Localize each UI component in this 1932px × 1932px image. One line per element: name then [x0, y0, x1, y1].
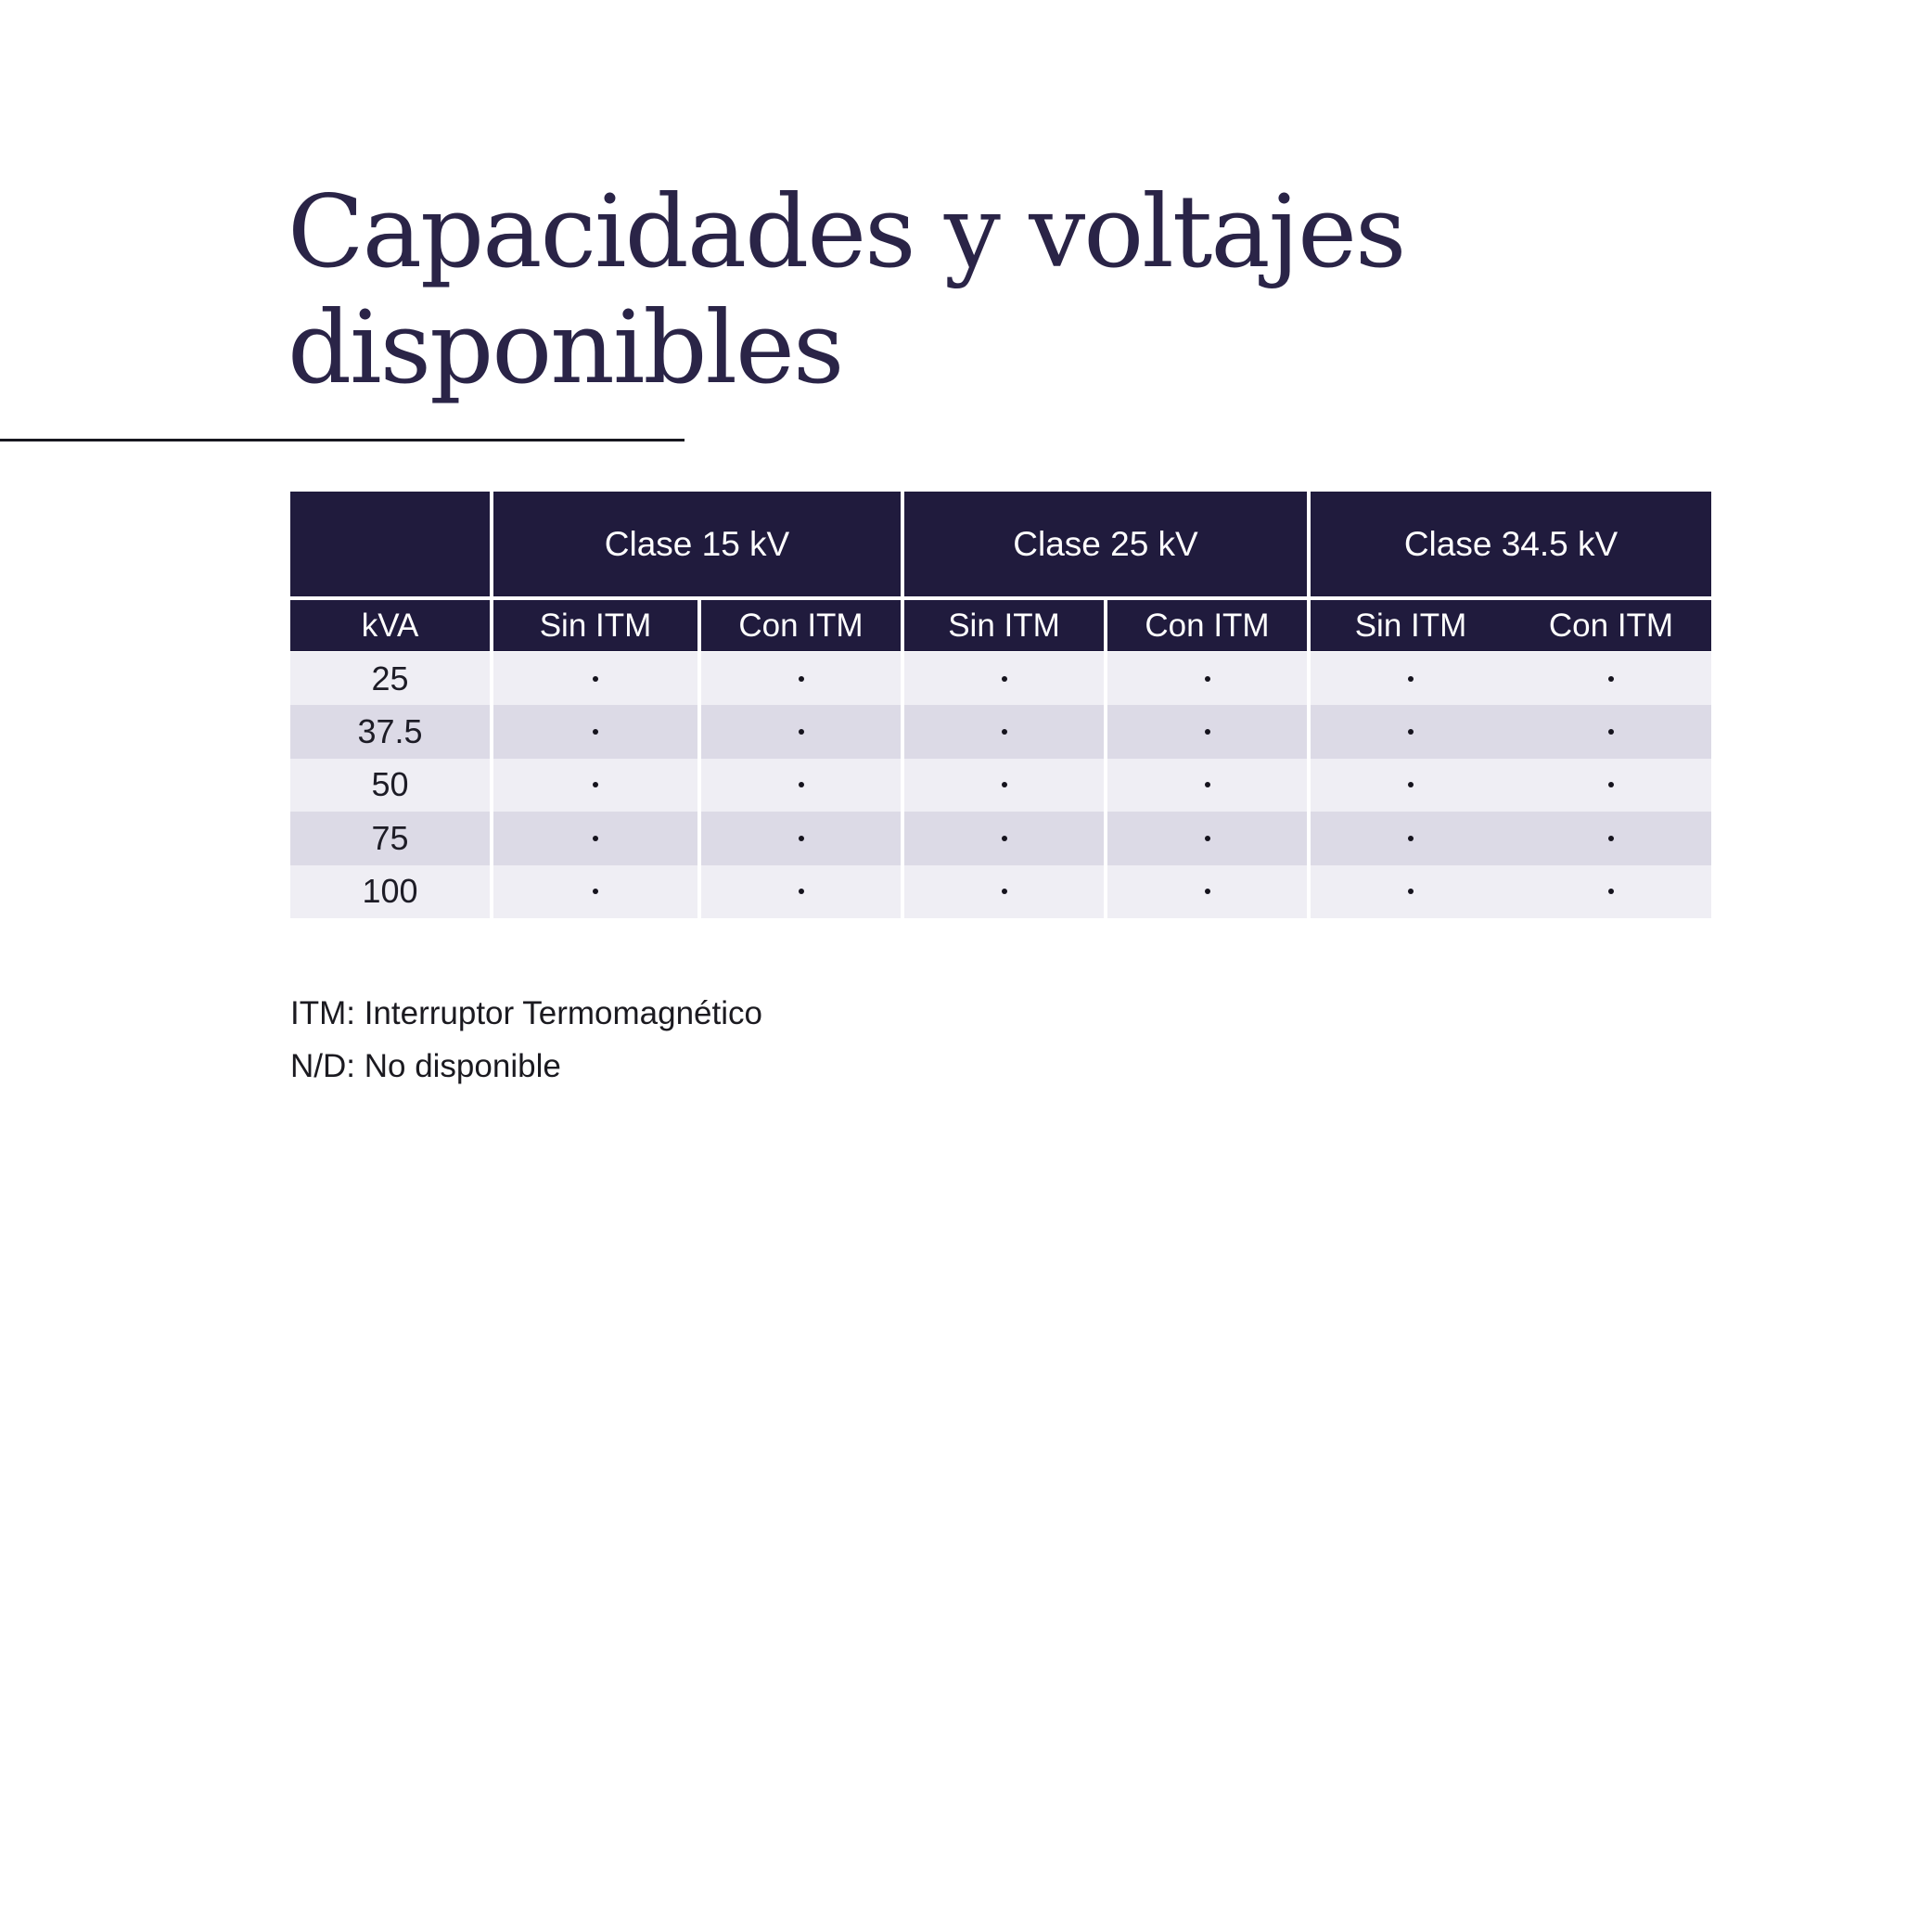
- available-dot-icon: [1204, 675, 1210, 682]
- availability-cell: [904, 705, 1104, 759]
- page-title-line1: Capacidades y voltajes: [288, 174, 1406, 290]
- availability-sin-itm-34-5kv: [1311, 782, 1511, 788]
- available-dot-icon: [1204, 782, 1210, 788]
- page-title: Capacidades y voltajes disponibles: [288, 174, 1406, 407]
- available-dot-icon: [593, 675, 598, 682]
- availability-cell-34-5kv: [1311, 758, 1711, 812]
- column-header-group-34-5kv: Sin ITM Con ITM: [1311, 600, 1711, 652]
- available-dot-icon: [1408, 835, 1414, 841]
- availability-cell-34-5kv: [1311, 705, 1711, 759]
- availability-cell-34-5kv: [1311, 864, 1711, 918]
- available-dot-icon: [593, 729, 598, 736]
- table-row: 50: [290, 758, 1711, 812]
- available-dot-icon: [1608, 782, 1614, 788]
- availability-cell: [701, 652, 901, 706]
- availability-sin-itm-34-5kv: [1311, 835, 1511, 841]
- table-group-header-row: Clase 15 kV Clase 25 kV Clase 34.5 kV: [290, 492, 1711, 600]
- column-header-sin-itm-34-5kv: Sin ITM: [1354, 607, 1467, 644]
- table-subheader-row: kVA Sin ITM Con ITM Sin ITM Con ITM Sin …: [290, 600, 1711, 652]
- available-dot-icon: [593, 782, 598, 788]
- column-header-sin-itm-25kv: Sin ITM: [904, 600, 1104, 652]
- kva-value: 50: [290, 758, 490, 812]
- availability-cell: [701, 758, 901, 812]
- availability-con-itm-34-5kv: [1511, 835, 1711, 841]
- table-row: 75: [290, 812, 1711, 865]
- group-header-clase-15kv: Clase 15 kV: [493, 492, 901, 600]
- available-dot-icon: [1001, 675, 1007, 682]
- available-dot-icon: [798, 782, 804, 788]
- table-row: 100: [290, 864, 1711, 918]
- available-dot-icon: [1408, 729, 1414, 736]
- title-underline: [0, 439, 685, 441]
- column-header-kva: kVA: [290, 600, 490, 652]
- availability-cell: [904, 758, 1104, 812]
- availability-cell: [701, 864, 901, 918]
- available-dot-icon: [1408, 782, 1414, 788]
- availability-cell: [493, 812, 697, 865]
- table-row: 37.5: [290, 705, 1711, 759]
- available-dot-icon: [798, 889, 804, 895]
- available-dot-icon: [1608, 835, 1614, 841]
- availability-cell: [493, 652, 697, 706]
- availability-con-itm-34-5kv: [1511, 729, 1711, 736]
- kva-value: 25: [290, 652, 490, 706]
- table-row: 25: [290, 652, 1711, 706]
- available-dot-icon: [1408, 675, 1414, 682]
- availability-cell: [493, 758, 697, 812]
- group-header-clase-25kv: Clase 25 kV: [904, 492, 1307, 600]
- available-dot-icon: [1608, 675, 1614, 682]
- availability-con-itm-34-5kv: [1511, 782, 1711, 788]
- kva-value: 75: [290, 812, 490, 865]
- availability-cell: [701, 705, 901, 759]
- availability-sin-itm-34-5kv: [1311, 729, 1511, 736]
- kva-value: 37.5: [290, 705, 490, 759]
- column-header-con-itm-25kv: Con ITM: [1107, 600, 1307, 652]
- available-dot-icon: [1608, 889, 1614, 895]
- table-corner-cell: [290, 492, 490, 600]
- available-dot-icon: [1204, 889, 1210, 895]
- footnotes: ITM: Interruptor Termomagnético N/D: No …: [290, 987, 762, 1093]
- available-dot-icon: [1001, 835, 1007, 841]
- availability-cell: [904, 864, 1104, 918]
- availability-cell: [1107, 864, 1307, 918]
- footnote-itm: ITM: Interruptor Termomagnético: [290, 995, 762, 1031]
- kva-value: 100: [290, 864, 490, 918]
- available-dot-icon: [1001, 889, 1007, 895]
- footnote-nd: N/D: No disponible: [290, 1048, 561, 1085]
- available-dot-icon: [1608, 729, 1614, 736]
- available-dot-icon: [1204, 729, 1210, 736]
- table-body: 25 37.5 50 75 100: [290, 652, 1711, 918]
- availability-con-itm-34-5kv: [1511, 675, 1711, 682]
- capacity-table: Clase 15 kV Clase 25 kV Clase 34.5 kV kV…: [290, 492, 1711, 918]
- available-dot-icon: [798, 835, 804, 841]
- available-dot-icon: [593, 889, 598, 895]
- available-dot-icon: [1408, 889, 1414, 895]
- page-title-line2: disponibles: [288, 290, 844, 407]
- column-header-con-itm-15kv: Con ITM: [701, 600, 901, 652]
- availability-cell-34-5kv: [1311, 652, 1711, 706]
- column-header-sin-itm-15kv: Sin ITM: [493, 600, 697, 652]
- available-dot-icon: [1204, 835, 1210, 841]
- column-header-con-itm-34-5kv: Con ITM: [1548, 607, 1674, 644]
- availability-con-itm-34-5kv: [1511, 889, 1711, 895]
- availability-cell: [1107, 812, 1307, 865]
- available-dot-icon: [1001, 729, 1007, 736]
- availability-cell: [701, 812, 901, 865]
- availability-cell: [904, 812, 1104, 865]
- available-dot-icon: [798, 675, 804, 682]
- availability-cell-34-5kv: [1311, 812, 1711, 865]
- availability-cell: [904, 652, 1104, 706]
- availability-cell: [1107, 758, 1307, 812]
- availability-cell: [493, 705, 697, 759]
- available-dot-icon: [798, 729, 804, 736]
- availability-cell: [493, 864, 697, 918]
- available-dot-icon: [593, 835, 598, 841]
- availability-cell: [1107, 652, 1307, 706]
- availability-sin-itm-34-5kv: [1311, 889, 1511, 895]
- availability-cell: [1107, 705, 1307, 759]
- group-header-clase-34-5kv: Clase 34.5 kV: [1311, 492, 1711, 600]
- available-dot-icon: [1001, 782, 1007, 788]
- availability-sin-itm-34-5kv: [1311, 675, 1511, 682]
